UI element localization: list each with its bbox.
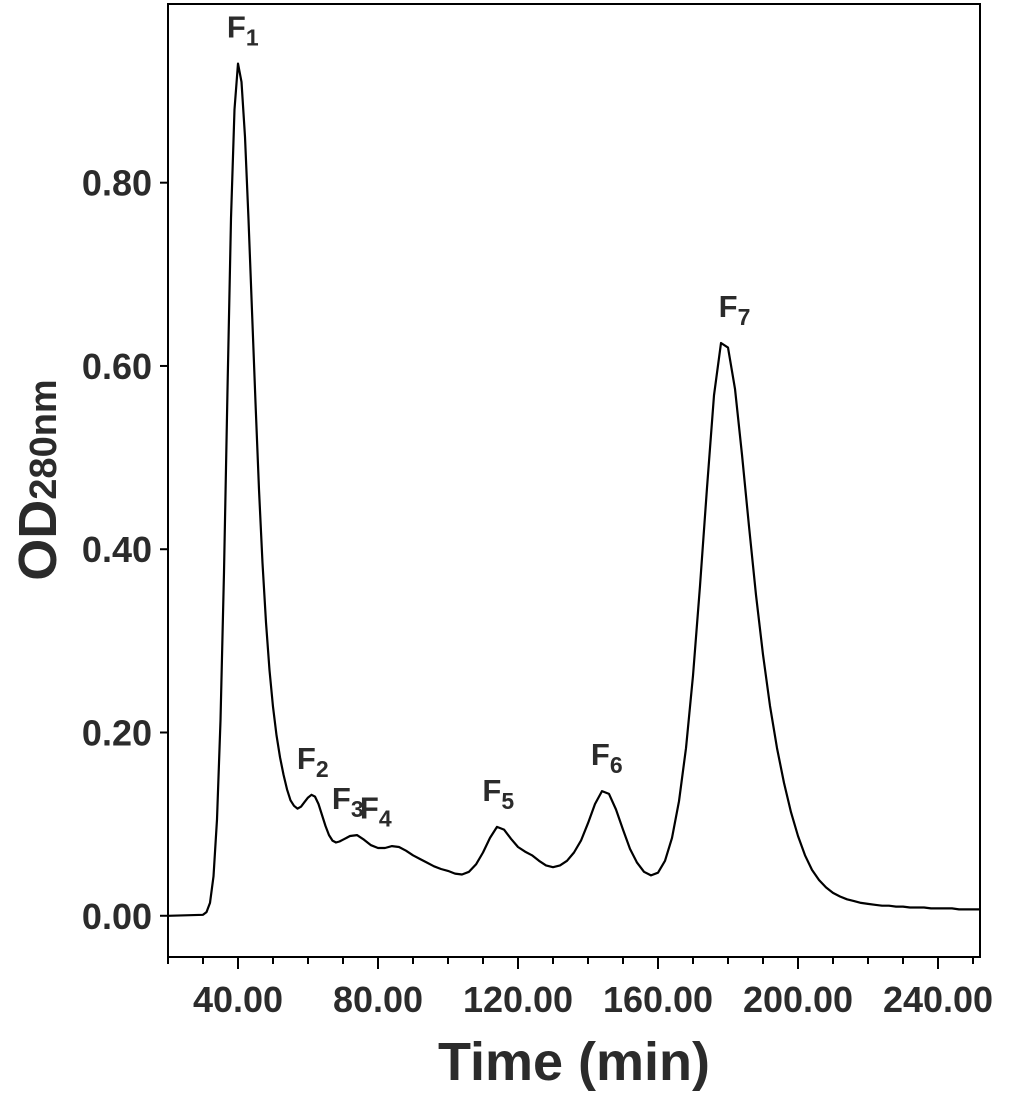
peak-label-main: F [297, 741, 316, 776]
x-tick-label: 160.00 [603, 979, 713, 1020]
peak-label-sub: 7 [738, 304, 751, 330]
peak-label-sub: 2 [316, 756, 329, 782]
peak-label: F2 [297, 741, 329, 782]
y-axis-label-main: OD [8, 500, 68, 581]
peak-label-sub: 4 [379, 805, 392, 831]
y-tick-label: 0.80 [82, 163, 152, 204]
y-axis-label-sub: 280nm [23, 379, 65, 499]
peak-label: F6 [591, 737, 623, 778]
x-tick-label: 120.00 [463, 979, 573, 1020]
y-axis-label: OD280nm [8, 379, 68, 580]
peak-label-main: F [227, 10, 246, 45]
x-axis-ticks: 40.00 80.00 120.00 160.00 200.00 240.00 [167, 957, 993, 1020]
peak-label-sub: 5 [501, 788, 514, 814]
peak-label-main: F [591, 737, 610, 772]
peak-label-sub: 1 [246, 25, 259, 51]
peak-label-main: F [482, 773, 501, 808]
y-tick-label: 0.60 [82, 346, 152, 387]
x-tick-label: 80.00 [333, 979, 423, 1020]
peak-label-main: F [360, 790, 379, 825]
y-tick-label: 0.20 [82, 712, 152, 753]
peak-label-sub: 3 [351, 796, 364, 822]
peak-label-main: F [332, 781, 351, 816]
peak-label: F3 [332, 781, 364, 822]
peak-label: F7 [719, 289, 751, 330]
peak-label: F5 [482, 773, 514, 814]
y-tick-label: 0.00 [82, 896, 152, 937]
peak-label: F1 [227, 10, 259, 51]
peak-label: F4 [360, 790, 392, 831]
x-tick-label: 240.00 [883, 979, 993, 1020]
y-axis-ticks: 0.00 0.20 0.40 0.60 0.80 [82, 163, 168, 937]
x-tick-label: 200.00 [743, 979, 853, 1020]
plot-frame [167, 3, 981, 958]
peak-label-main: F [719, 289, 738, 324]
y-tick-label: 0.40 [82, 529, 152, 570]
series-line-od280 [167, 62, 980, 917]
peak-label-sub: 6 [610, 752, 623, 778]
x-axis-label: Time (min) [438, 1032, 710, 1092]
x-tick-label: 40.00 [193, 979, 283, 1020]
